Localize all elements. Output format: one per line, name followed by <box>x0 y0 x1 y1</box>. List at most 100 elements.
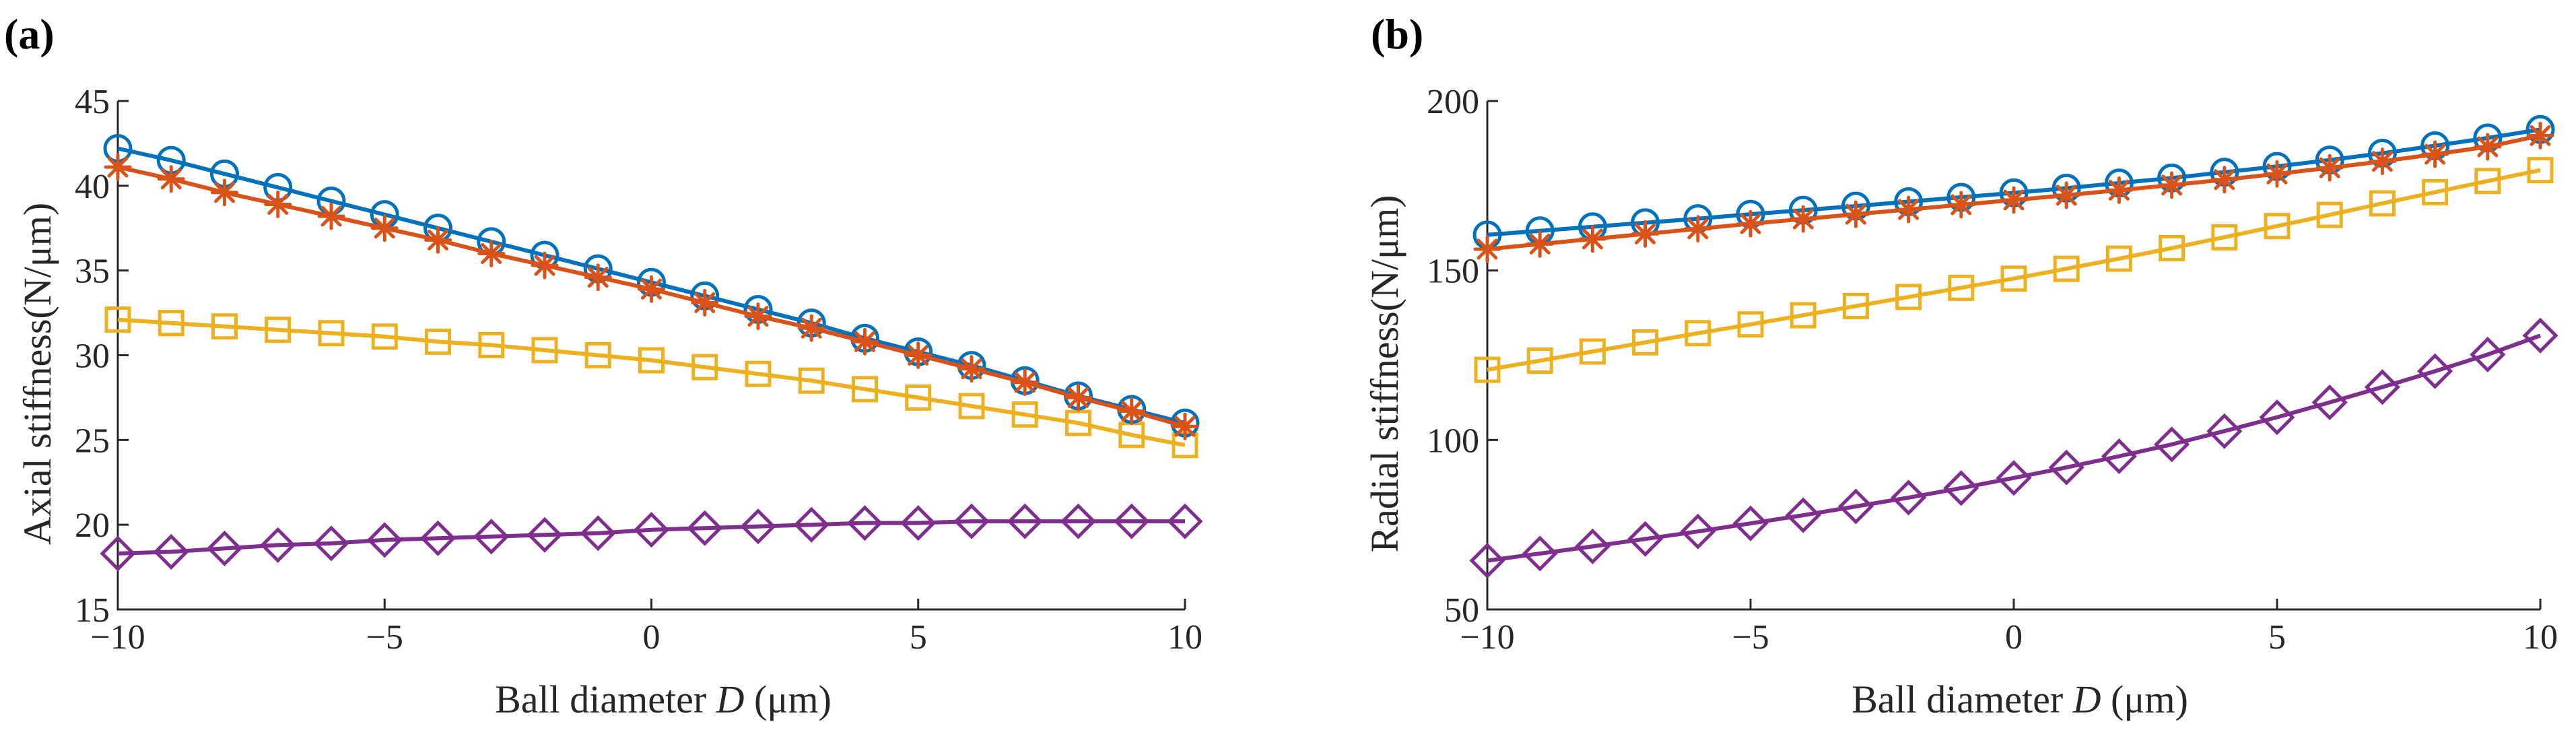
panel-b-series-3-point <box>2369 190 2396 217</box>
panel-b-x-axis-label: Ball diameter D (μm) <box>1852 677 2188 721</box>
panel-a-series-3-point <box>958 393 985 420</box>
panel-a-series-4-point <box>473 519 510 555</box>
panel-b-series-4-point <box>1996 460 2032 496</box>
panel-b-series-4-point <box>1732 505 1769 541</box>
panel-a-y-tick-label: 45 <box>75 83 110 121</box>
panel-a-series-3-point <box>905 384 932 411</box>
panel-a-series-2-point <box>1171 412 1199 440</box>
panel-a-series-3-point <box>158 310 184 337</box>
panel-b-series-3-point <box>1948 274 1975 301</box>
panel-a-series-2-point <box>851 327 879 356</box>
panel-b-series-3-point <box>1474 356 1501 383</box>
panel-a: (a) −10 −5 0 5 10 15 20 25 30 35 40 45 Ball diamete… <box>4 10 1203 721</box>
panel-b-series-2 <box>1473 121 2554 263</box>
panel-b-series-2-point <box>1578 225 1606 253</box>
panel-b-series-3-point <box>1526 347 1553 374</box>
panel-b-series-3-line <box>1487 168 2541 372</box>
panel-b-series-4-point <box>2101 438 2137 475</box>
panel-a-y-tick-label: 20 <box>75 506 110 545</box>
panel-b-series-3-point <box>1895 284 1922 310</box>
panel-b-series-4-point <box>1785 497 1821 533</box>
panel-a-series-3-point <box>638 347 665 374</box>
panel-a-series-3-point <box>1011 401 1038 428</box>
panel-a-series-2-point <box>477 240 506 267</box>
panel-b-series-2-point <box>2105 176 2133 204</box>
panel-b-series-3-point <box>1632 329 1659 356</box>
panel-a-series-3-point <box>1065 409 1091 436</box>
panel-b-series-2-point <box>1841 200 1870 228</box>
panel-b-series-2-point <box>1473 235 1501 263</box>
panel-b-x-tick-label: 0 <box>2005 618 2023 657</box>
panel-a-series-4-point <box>206 530 243 566</box>
panel-a-series-2 <box>104 153 1199 440</box>
panel-a-series-4-point <box>846 505 883 541</box>
panel-a-series-2-point <box>157 165 185 193</box>
panel-b-series-2-point <box>2263 160 2291 188</box>
panel-b-series-3 <box>1474 157 2554 383</box>
panel-b-series-3-point <box>2527 157 2554 184</box>
panel-a-y-axis-label: Axial stiffness(N/μm) <box>15 203 59 545</box>
panel-b-y-tick-label: 100 <box>1427 422 1479 460</box>
panel-a-series-3-point <box>852 376 878 403</box>
panel-b: (b) −10 −5 0 5 10 50 100 150 200 Ball diameter D… <box>1363 10 2558 721</box>
panel-b-series-4-point <box>2522 317 2558 354</box>
panel-b-series-4-point <box>1943 470 1979 506</box>
panel-a-series-4-point <box>100 535 136 572</box>
panel-b-series-2-point <box>1684 215 1712 243</box>
panel-a-series-2-point <box>1064 383 1092 411</box>
panel-a-series-4-point <box>900 505 937 541</box>
panel-b-series-3-point <box>2000 265 2027 292</box>
panel-b-series-4-point <box>1522 535 1558 572</box>
panel-b-plot-area: −10 −5 0 5 10 50 100 150 200 <box>1427 83 2558 657</box>
panel-a-series-2-point <box>638 275 665 303</box>
panel-a-series-2-point <box>104 153 132 181</box>
panel-b-series-2-point <box>2474 133 2502 161</box>
panel-b-series-4-point <box>1680 513 1716 550</box>
panel-a-series-4-point <box>153 533 189 570</box>
panel-b-series-3-point <box>1790 302 1817 329</box>
panel-b-series-4-point <box>1627 521 1664 557</box>
panel-b-series-2-point <box>1526 230 1554 258</box>
panel-a-x-tick-label: −5 <box>366 618 403 657</box>
panel-a-y-tick-label: 30 <box>75 337 110 376</box>
panel-a-series-2-point <box>211 178 238 207</box>
panel-a-y-tick-label: 40 <box>75 168 110 206</box>
panel-a-series-2-point <box>584 263 612 292</box>
panel-b-x-tick-label: −10 <box>1460 618 1514 657</box>
panel-b-series-2-point <box>2052 181 2080 209</box>
panel-a-series-4 <box>100 503 1203 572</box>
panel-a-x-axis-label: Ball diameter D (μm) <box>495 677 832 721</box>
panel-b-label: (b) <box>1371 10 1423 58</box>
panel-b-series-3-point <box>1737 311 1764 338</box>
panel-a-series-4-point <box>313 525 349 562</box>
panel-b-series-2-point <box>2421 140 2449 168</box>
panel-b-series-3-point <box>2316 201 2343 228</box>
panel-b-y-axis-label: Radial stiffness(N/μm) <box>1363 195 1406 552</box>
panel-b-series-4-point <box>2048 449 2084 486</box>
panel-b-series-4-point <box>1837 488 1874 525</box>
panel-b-series-2-point <box>2210 166 2239 194</box>
panel-a-series-3-point <box>745 360 772 387</box>
panel-a-series-4-point <box>260 527 296 563</box>
panel-b-series-4-point <box>1574 528 1611 564</box>
panel-b-series-3-point <box>2053 255 2080 282</box>
panel-a-series-2-point <box>424 226 452 254</box>
panel-b-series-2-point <box>2158 171 2186 199</box>
panel-a-y-tick-label: 15 <box>75 591 110 630</box>
panel-b-series-3-point <box>1842 293 1869 320</box>
panel-a-series-2-point <box>904 341 933 369</box>
panel-a-series-4-point <box>740 508 776 545</box>
panel-a-x-tick-label: −10 <box>90 618 145 657</box>
panel-a-series-4-point <box>580 515 616 552</box>
panel-a-axes <box>116 101 1185 611</box>
panel-a-series-3-point <box>318 320 345 347</box>
panel-b-series-2-point <box>2000 186 2028 214</box>
panel-a-series-4-point <box>793 506 829 543</box>
panel-b-series-4-point <box>2470 336 2506 373</box>
panel-a-series-4-point <box>1167 503 1203 539</box>
panel-b-series-4-point <box>2206 413 2243 449</box>
panel-a-series-3-line <box>117 317 1186 447</box>
panel-a-series-2-point <box>264 191 292 219</box>
panel-a-series-4-point <box>366 522 403 558</box>
